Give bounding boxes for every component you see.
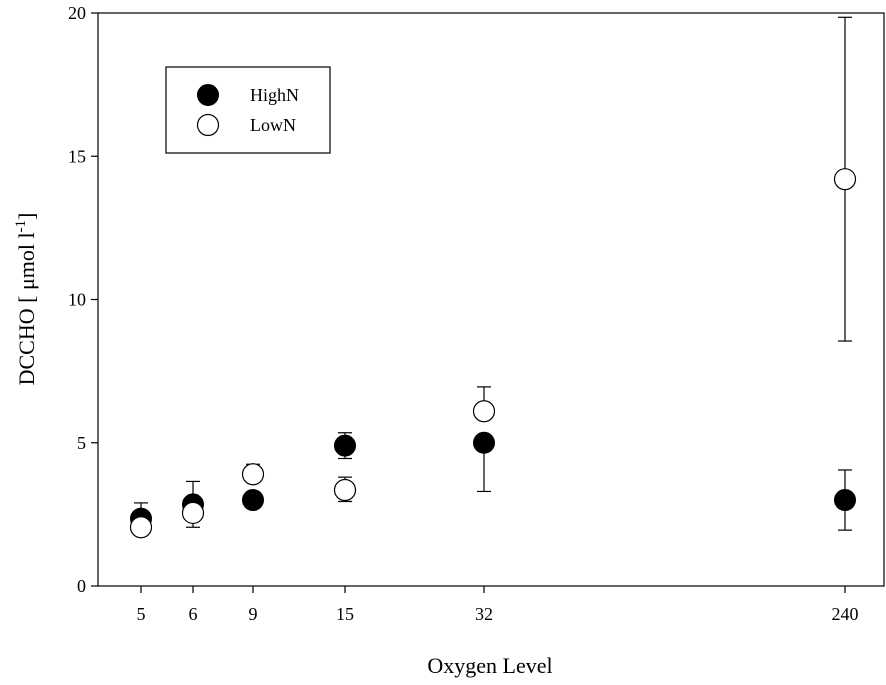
data-point-highn: [334, 434, 356, 457]
x-tick-label: 240: [832, 604, 859, 624]
y-tick-label: 5: [77, 433, 86, 453]
y-axis-title: DCCHO [ μmol l-1]: [13, 213, 39, 386]
y-tick-label: 20: [68, 3, 86, 23]
x-tick-label: 5: [137, 604, 146, 624]
y-axis-title-main: DCCHO [ μmol l: [14, 232, 39, 385]
y-tick-label: 15: [68, 146, 86, 166]
y-tick-label: 0: [77, 576, 86, 596]
data-points: [129, 168, 857, 539]
y-axis-title-close: ]: [14, 213, 39, 220]
data-point-highn: [242, 489, 264, 512]
x-tick-label: 15: [336, 604, 354, 624]
error-bars: [134, 16, 852, 531]
legend-marker-highn: [197, 84, 219, 106]
data-point-lown: [181, 501, 205, 525]
x-tick-label: 32: [475, 604, 493, 624]
data-point-lown: [833, 168, 857, 191]
data-point-lown: [241, 463, 265, 486]
data-point-lown: [472, 400, 496, 423]
legend: HighN LowN: [165, 66, 331, 154]
x-tick-label: 6: [189, 604, 198, 624]
y-tick-label: 10: [68, 290, 86, 310]
legend-box: [165, 66, 331, 154]
x-tick-label: 9: [249, 604, 258, 624]
y-axis-title-superscript: -1: [13, 220, 29, 233]
y-axis-ticks: 0 5 10 15 20: [68, 3, 98, 596]
legend-label-highn: HighN: [250, 85, 299, 105]
legend-marker-lown: [196, 113, 220, 137]
data-point-lown: [333, 478, 357, 502]
data-point-lown: [129, 516, 153, 539]
data-point-highn: [473, 431, 495, 454]
x-axis-title: Oxygen Level: [427, 653, 552, 678]
data-point-highn: [834, 489, 856, 512]
legend-label-lown: LowN: [250, 115, 296, 135]
x-axis-ticks: 5 6 9 15 32 240: [137, 586, 859, 624]
